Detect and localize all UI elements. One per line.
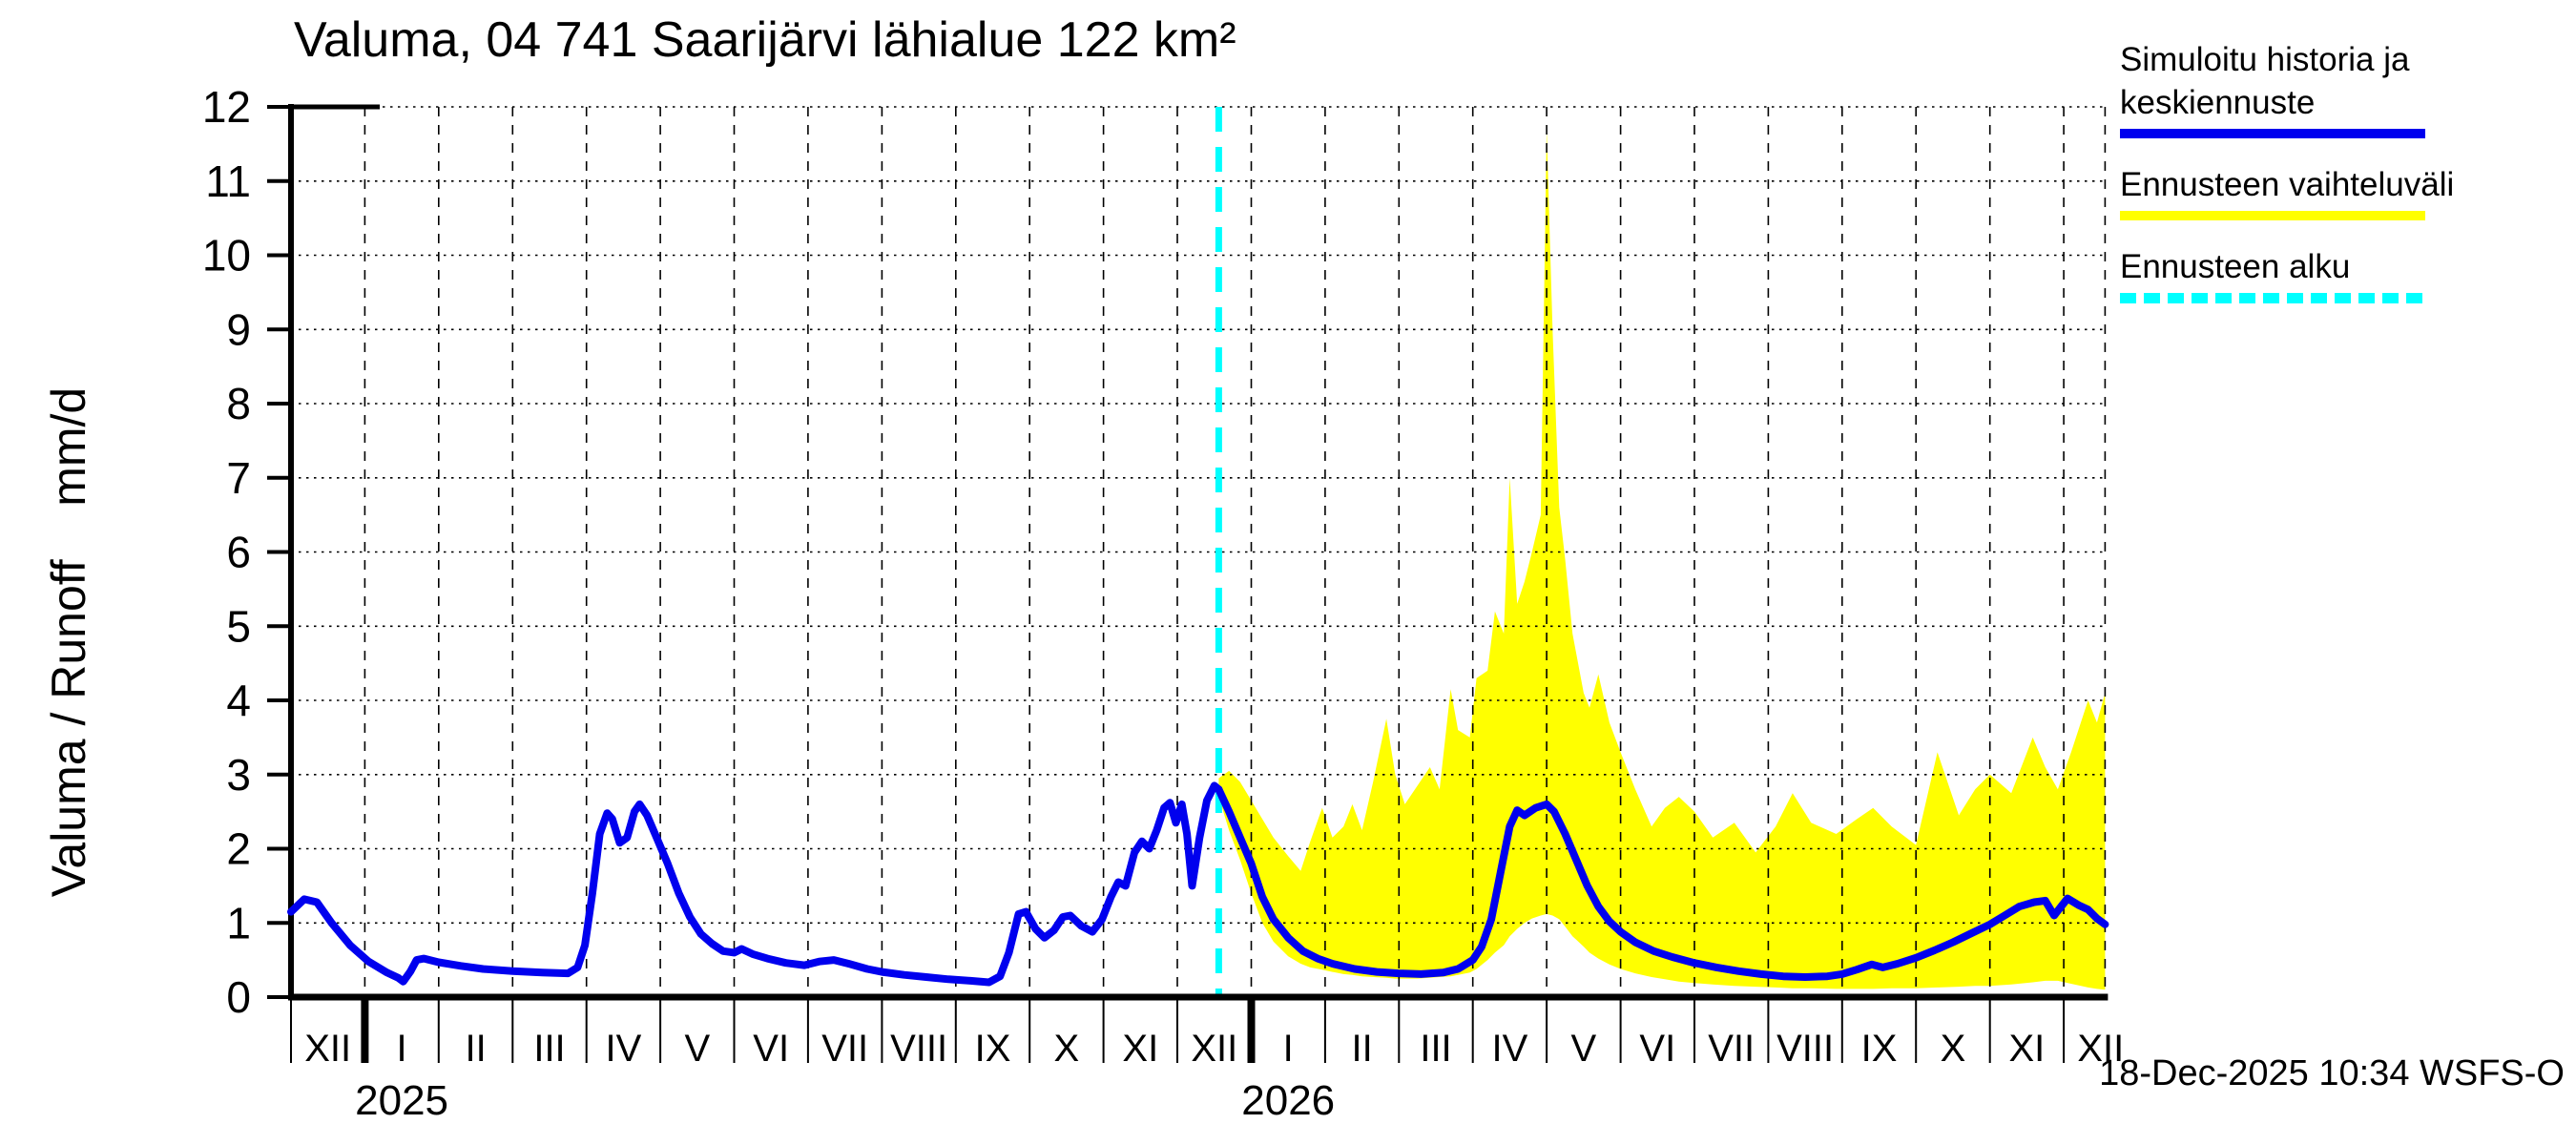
y-tick-label: 7 bbox=[226, 453, 251, 503]
y-tick-label: 12 bbox=[202, 82, 251, 132]
x-month-label: I bbox=[397, 1028, 407, 1070]
x-month-label: II bbox=[1351, 1028, 1372, 1070]
y-tick-label: 8 bbox=[226, 379, 251, 428]
legend-item-forecast-start: Ennusteen alku bbox=[2120, 245, 2568, 303]
x-month-label: VIII bbox=[1776, 1028, 1834, 1070]
y-tick-label: 10 bbox=[202, 231, 251, 281]
y-tick-label: 9 bbox=[226, 304, 251, 354]
x-month-label: IV bbox=[606, 1028, 642, 1070]
x-month-label: V bbox=[684, 1028, 710, 1070]
y-axis-label: Valuma / Runoff mm/d bbox=[42, 386, 95, 898]
x-month-label: X bbox=[1941, 1028, 1966, 1070]
y-tick-label: 1 bbox=[226, 898, 251, 947]
x-month-label: XII bbox=[1191, 1028, 1237, 1070]
x-month-label: VII bbox=[1708, 1028, 1755, 1070]
x-month-label: XI bbox=[2009, 1028, 2046, 1070]
y-tick-label: 6 bbox=[226, 528, 251, 577]
y-tick-label: 4 bbox=[226, 676, 251, 725]
legend-label-history-line2: keskiennuste bbox=[2120, 84, 2316, 121]
legend-swatch-history-line bbox=[2120, 129, 2425, 138]
x-month-label: IX bbox=[1861, 1028, 1898, 1070]
legend-swatch-forecast-start-dashes bbox=[2120, 293, 2425, 303]
x-month-label: VII bbox=[821, 1028, 868, 1070]
x-month-label: XII bbox=[304, 1028, 351, 1070]
median-forecast-line bbox=[1215, 785, 2109, 981]
x-month-label: III bbox=[533, 1028, 565, 1070]
history-line bbox=[287, 781, 1223, 987]
y-tick-label: 0 bbox=[226, 972, 251, 1022]
y-tick-label: 3 bbox=[226, 750, 251, 800]
x-month-label: X bbox=[1054, 1028, 1080, 1070]
x-month-label: I bbox=[1283, 1028, 1294, 1070]
forecast-range-band bbox=[1218, 129, 2106, 990]
y-tick-label: 5 bbox=[226, 601, 251, 651]
x-month-label: VI bbox=[753, 1028, 789, 1070]
legend: Simuloitu historia ja keskiennuste Ennus… bbox=[2120, 38, 2568, 303]
y-tick-label: 2 bbox=[226, 824, 251, 874]
legend-swatch-range-line bbox=[2120, 211, 2425, 220]
legend-label-range: Ennusteen vaihteluväli bbox=[2120, 166, 2455, 203]
x-month-label: VIII bbox=[890, 1028, 947, 1070]
x-year-label: 2026 bbox=[1241, 1077, 1335, 1124]
legend-item-history: Simuloitu historia ja keskiennuste bbox=[2120, 38, 2568, 138]
chart-title: Valuma, 04 741 Saarijärvi lähialue 122 k… bbox=[294, 12, 1236, 68]
x-month-label: III bbox=[1420, 1028, 1451, 1070]
legend-item-range: Ennusteen vaihteluväli bbox=[2120, 163, 2568, 220]
x-year-label: 2025 bbox=[355, 1077, 448, 1124]
x-month-label: II bbox=[465, 1028, 486, 1070]
x-month-label: V bbox=[1571, 1028, 1597, 1070]
x-month-label: VI bbox=[1639, 1028, 1675, 1070]
legend-label-forecast-start: Ennusteen alku bbox=[2120, 248, 2351, 285]
x-month-label: XII bbox=[2077, 1028, 2124, 1070]
legend-label-history-line1: Simuloitu historia ja bbox=[2120, 41, 2410, 78]
x-month-label: XI bbox=[1122, 1028, 1158, 1070]
y-tick-label: 11 bbox=[205, 156, 251, 206]
x-month-label: IV bbox=[1492, 1028, 1528, 1070]
x-month-label: IX bbox=[975, 1028, 1011, 1070]
timestamp: 18-Dec-2025 10:34 WSFS-O bbox=[2099, 1053, 2565, 1093]
